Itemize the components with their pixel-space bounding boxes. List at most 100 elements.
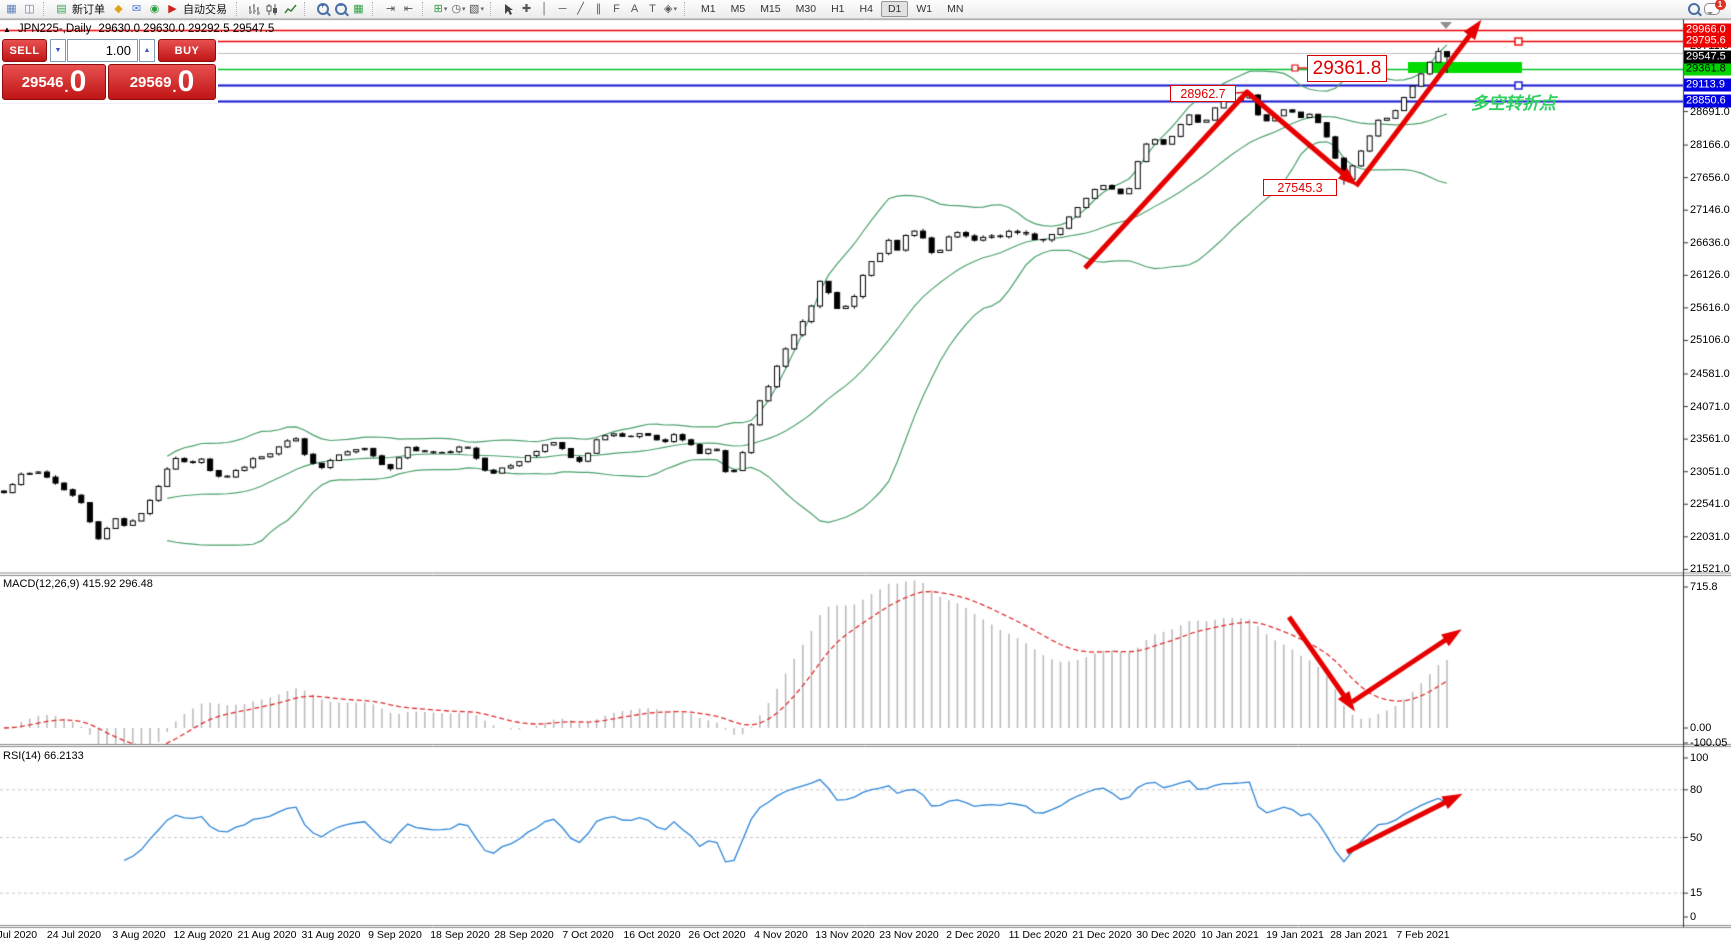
rsi-axis-label: 80 — [1690, 783, 1703, 796]
date-label: 12 Aug 2020 — [173, 929, 233, 941]
periods-icon[interactable]: ◷ ▾ — [451, 2, 466, 15]
price-badge: 29795.6 — [1684, 34, 1731, 48]
timeframe-mn[interactable]: MN — [947, 3, 964, 15]
date-label: 15 Jul 2020 — [0, 929, 38, 941]
auto-trading-button[interactable]: 自动交易 — [183, 4, 227, 16]
buy-button[interactable]: BUY — [158, 39, 216, 62]
price-badge: 28850.6 — [1684, 94, 1731, 108]
zoom-out-icon[interactable]: − — [332, 1, 349, 18]
volume-input[interactable]: 1.00 — [67, 39, 138, 62]
shapes-icon[interactable]: ◈ ▾ — [664, 2, 677, 15]
rsi-axis-label: 50 — [1690, 831, 1703, 844]
channel-icon[interactable]: ∥ — [595, 2, 602, 15]
toolbar-separator — [236, 2, 241, 16]
cursor-icon[interactable] — [500, 1, 517, 18]
timeframe-h1[interactable]: H1 — [831, 3, 845, 15]
hline-icon[interactable]: ─ — [558, 2, 567, 15]
templates-icon[interactable]: ▧ ▾ — [469, 2, 484, 15]
volume-up-button[interactable]: ▲ — [139, 39, 155, 62]
fibonacci-icon[interactable]: F — [613, 2, 620, 15]
date-label: 23 Nov 2020 — [879, 929, 939, 941]
candles-icon[interactable] — [264, 1, 281, 18]
tile-windows-icon[interactable]: ▦ — [353, 2, 364, 15]
collapse-arrow-icon[interactable]: ▲ — [3, 24, 11, 34]
new-order-button[interactable]: 新订单 — [72, 4, 105, 16]
sell-label: SELL — [9, 44, 40, 57]
buy-price-pip: 0 — [177, 65, 195, 99]
sell-button[interactable]: SELL — [2, 39, 47, 62]
price-tick-label: 24071.0 — [1690, 400, 1730, 413]
new-order-icon[interactable]: ▤ — [56, 2, 67, 15]
timeframe-m15[interactable]: M15 — [760, 3, 781, 15]
volume-down-button[interactable]: ▼ — [50, 39, 66, 62]
rsi-axis-label: 100 — [1690, 752, 1709, 764]
price-tick-label: 22031.0 — [1690, 530, 1730, 543]
zoom-in-icon[interactable]: + — [314, 1, 331, 18]
price-tick-label: 26636.0 — [1690, 236, 1730, 249]
gold-icon[interactable]: ◆ — [114, 2, 123, 15]
price-badge: 29361.8 — [1684, 62, 1731, 76]
vline-icon[interactable]: │ — [541, 2, 548, 15]
timeframe-d1[interactable]: D1 — [880, 1, 909, 17]
date-label: 18 Sep 2020 — [430, 929, 490, 941]
date-label: 26 Oct 2020 — [688, 929, 746, 941]
toolbar-separator — [684, 2, 689, 16]
date-label: 16 Oct 2020 — [623, 929, 681, 941]
date-label: 19 Jan 2021 — [1266, 929, 1324, 941]
rsi-axis-label: 0 — [1690, 911, 1697, 923]
timeframe-m30[interactable]: M30 — [795, 3, 817, 15]
trendline-icon[interactable]: ╱ — [577, 2, 584, 15]
chart-title: ▲ JPN225-,Daily 29630.0 29630.0 29292.5 … — [3, 23, 274, 35]
auto-scroll-icon[interactable]: ⇥ — [385, 2, 396, 15]
toolbar-separator — [422, 2, 427, 16]
macd-axis-label: 715.8 — [1690, 581, 1718, 593]
toolbar-separator — [490, 2, 495, 16]
news-icon[interactable]: ◉ — [149, 2, 160, 15]
autotrading-icon[interactable]: ▶ — [168, 2, 177, 15]
crosshair-icon[interactable]: ✚ — [521, 2, 532, 15]
bars-icon[interactable] — [246, 1, 263, 18]
chat-icon[interactable]: 1 — [1703, 0, 1726, 18]
price-tick-label: 21521.0 — [1690, 563, 1730, 576]
macd-axis-label: 0.00 — [1690, 722, 1712, 734]
date-label: 28 Jan 2021 — [1330, 929, 1388, 941]
price-tick-label: 25616.0 — [1690, 301, 1730, 314]
toolbar-separator — [304, 2, 309, 16]
ohlc-values: 29630.0 29630.0 29292.5 29547.5 — [98, 23, 275, 35]
timeframe-w1[interactable]: W1 — [916, 3, 933, 15]
timeframe-h4[interactable]: H4 — [859, 3, 873, 15]
linechart-icon[interactable] — [282, 1, 299, 18]
chart-shift-icon[interactable]: ⇤ — [403, 2, 414, 15]
date-label: 10 Jan 2021 — [1201, 929, 1259, 941]
date-label: 7 Feb 2021 — [1396, 929, 1450, 941]
price-tick-label: 27656.0 — [1690, 171, 1730, 184]
price-label-box[interactable]: 29361.8 — [1307, 55, 1387, 82]
price-label-box[interactable]: 28962.7 — [1170, 85, 1236, 102]
mail-icon[interactable]: ✉ — [131, 2, 142, 15]
sell-price-button[interactable]: 29546. 0 — [2, 64, 106, 100]
timeframe-m1[interactable]: M1 — [701, 3, 716, 15]
buy-price-button[interactable]: 29569. 0 — [108, 64, 216, 100]
buy-label: BUY — [174, 44, 200, 57]
sell-price: 29546 — [21, 73, 64, 91]
timeframe-m5[interactable]: M5 — [730, 3, 746, 15]
search-icon[interactable] — [1685, 1, 1702, 18]
date-label: 7 Oct 2020 — [562, 929, 614, 941]
price-label-box[interactable]: 27545.3 — [1263, 179, 1337, 196]
date-label: 24 Jul 2020 — [46, 929, 102, 941]
price-tick-label: 26126.0 — [1690, 269, 1730, 282]
price-tick-label: 24581.0 — [1690, 367, 1730, 380]
symbol-name: JPN225-,Daily — [17, 23, 92, 35]
toolbar: ▦ ◫ ▤ 新订单 ◆ ✉ ◉ ▶ 自动交易 + − ▦ ⇥ ⇤ ⊞ ▾ ◷ ▾ ▧ ▾ ✚ │ ─ ╱ ∥ F A T ◈ ▾ M1 M5 M… — [0, 0, 1731, 19]
date-label: 9 Sep 2020 — [368, 929, 422, 941]
label-icon[interactable]: T — [649, 2, 656, 15]
text-icon[interactable]: A — [630, 2, 639, 15]
buy-price: 29569 — [129, 73, 172, 91]
profile-icon[interactable]: ▦ — [6, 2, 17, 15]
bull-bear-turning-point-note: 多空转折点 — [1471, 94, 1556, 113]
date-label: 31 Aug 2020 — [301, 929, 361, 941]
indicators-icon[interactable]: ⊞ ▾ — [433, 2, 448, 15]
chart-window-icon[interactable]: ◫ — [24, 2, 35, 15]
rsi-label: RSI(14) 66.2133 — [3, 750, 84, 762]
